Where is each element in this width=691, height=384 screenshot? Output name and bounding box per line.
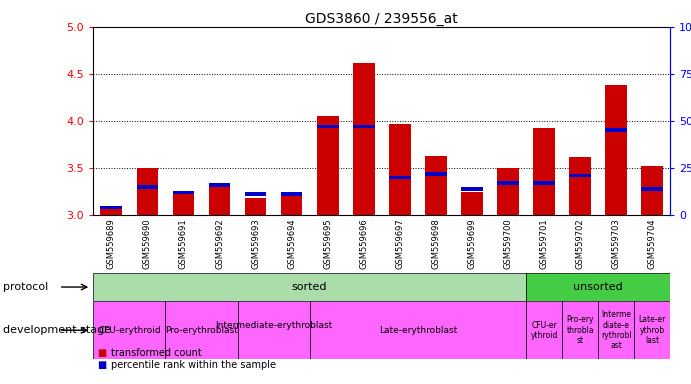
Bar (389, 175, 410, 179)
Text: transformed count: transformed count (111, 348, 201, 358)
Text: GSM559704: GSM559704 (647, 218, 656, 268)
Bar (317, 125, 339, 129)
Text: CFU-er
ythroid: CFU-er ythroid (531, 321, 558, 340)
Text: GSM559693: GSM559693 (251, 218, 260, 269)
Text: unsorted: unsorted (574, 282, 623, 292)
Bar (598, 301, 634, 359)
Bar (137, 168, 158, 215)
Bar (497, 181, 519, 185)
Bar (497, 168, 519, 215)
Bar (461, 187, 483, 190)
Bar (93, 273, 526, 301)
Text: GSM559689: GSM559689 (107, 218, 116, 269)
Bar (100, 206, 122, 215)
Bar (605, 85, 627, 215)
Bar (526, 301, 562, 359)
Bar (562, 301, 598, 359)
Bar (353, 125, 375, 129)
Text: GSM559695: GSM559695 (323, 218, 332, 268)
Text: GSM559702: GSM559702 (576, 218, 585, 268)
Bar (526, 273, 670, 301)
Text: Intermediate-erythroblast: Intermediate-erythroblast (215, 321, 332, 340)
Text: GSM559700: GSM559700 (504, 218, 513, 268)
Bar (100, 206, 122, 209)
Text: ■: ■ (97, 360, 106, 370)
Bar (209, 187, 230, 215)
Bar (310, 301, 526, 359)
Bar (605, 129, 627, 132)
Bar (245, 198, 266, 215)
Bar (641, 166, 663, 215)
Text: GSM559703: GSM559703 (612, 218, 621, 269)
Text: GSM559694: GSM559694 (287, 218, 296, 268)
Bar (281, 192, 303, 196)
Text: Interme
diate-e
rythrobl
ast: Interme diate-e rythrobl ast (601, 310, 632, 350)
Text: GSM559701: GSM559701 (540, 218, 549, 268)
Text: GSM559698: GSM559698 (431, 218, 440, 269)
Bar (533, 127, 555, 215)
Bar (461, 192, 483, 215)
Bar (137, 185, 158, 189)
Bar (209, 183, 230, 187)
Title: GDS3860 / 239556_at: GDS3860 / 239556_at (305, 12, 458, 26)
Bar (569, 174, 591, 177)
Bar (389, 124, 410, 215)
Text: CFU-erythroid: CFU-erythroid (98, 326, 161, 335)
Bar (569, 157, 591, 215)
Bar (173, 192, 194, 215)
Text: protocol: protocol (3, 282, 48, 292)
Bar (245, 192, 266, 196)
Text: GSM559697: GSM559697 (395, 218, 404, 269)
Bar (353, 63, 375, 215)
Text: GSM559696: GSM559696 (359, 218, 368, 269)
Text: GSM559699: GSM559699 (467, 218, 476, 268)
Text: percentile rank within the sample: percentile rank within the sample (111, 360, 276, 370)
Text: GSM559692: GSM559692 (215, 218, 224, 268)
Bar (93, 301, 165, 359)
Text: Late-er
ythrob
last: Late-er ythrob last (638, 315, 666, 345)
Text: development stage: development stage (3, 325, 111, 335)
Text: GSM559691: GSM559691 (179, 218, 188, 268)
Bar (425, 172, 446, 175)
Bar (281, 196, 303, 215)
Bar (238, 301, 310, 359)
Text: GSM559690: GSM559690 (143, 218, 152, 268)
Text: Pro-ery
throbla
st: Pro-ery throbla st (567, 315, 594, 345)
Text: Late-erythroblast: Late-erythroblast (379, 326, 457, 335)
Bar (317, 116, 339, 215)
Bar (634, 301, 670, 359)
Bar (533, 181, 555, 185)
Bar (165, 301, 238, 359)
Bar (641, 187, 663, 190)
Bar (173, 190, 194, 194)
Text: ■: ■ (97, 348, 106, 358)
Text: sorted: sorted (292, 282, 328, 292)
Bar (425, 156, 446, 215)
Text: Pro-erythroblast: Pro-erythroblast (165, 326, 238, 335)
